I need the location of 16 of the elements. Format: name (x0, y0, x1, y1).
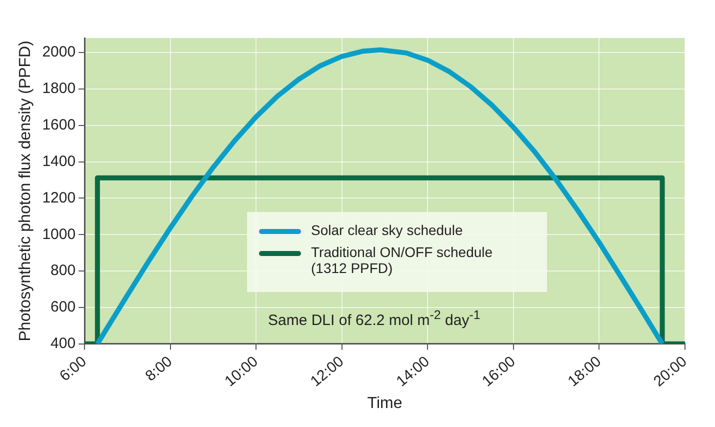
legend-label: Traditional ON/OFF schedule (1312 PPFD) (311, 244, 494, 276)
x-tick-label: 6:00 (56, 352, 90, 385)
y-axis-title: Photosynthetic photon flux density (PPFD) (17, 40, 34, 342)
y-tick-label: 1600 (42, 116, 76, 134)
y-tick-label: 1800 (42, 80, 76, 98)
y-tick-label: 2000 (42, 44, 76, 61)
y-tick-label: 1000 (42, 226, 76, 243)
annotation: Same DLI of 62.2 mol m$^{-2}$ day$^{-1}$ (268, 308, 480, 329)
x-tick-label: 8:00 (142, 352, 176, 385)
y-tick-label: 400 (50, 335, 76, 352)
x-axis-title: Time (367, 394, 402, 412)
y-tick-label: 1200 (42, 189, 76, 206)
legend-label: Solar clear sky schedule (311, 222, 464, 238)
y-tick-label: 1400 (42, 152, 76, 170)
y-tick-label: 800 (50, 262, 76, 280)
y-tick-label: 600 (50, 298, 76, 316)
